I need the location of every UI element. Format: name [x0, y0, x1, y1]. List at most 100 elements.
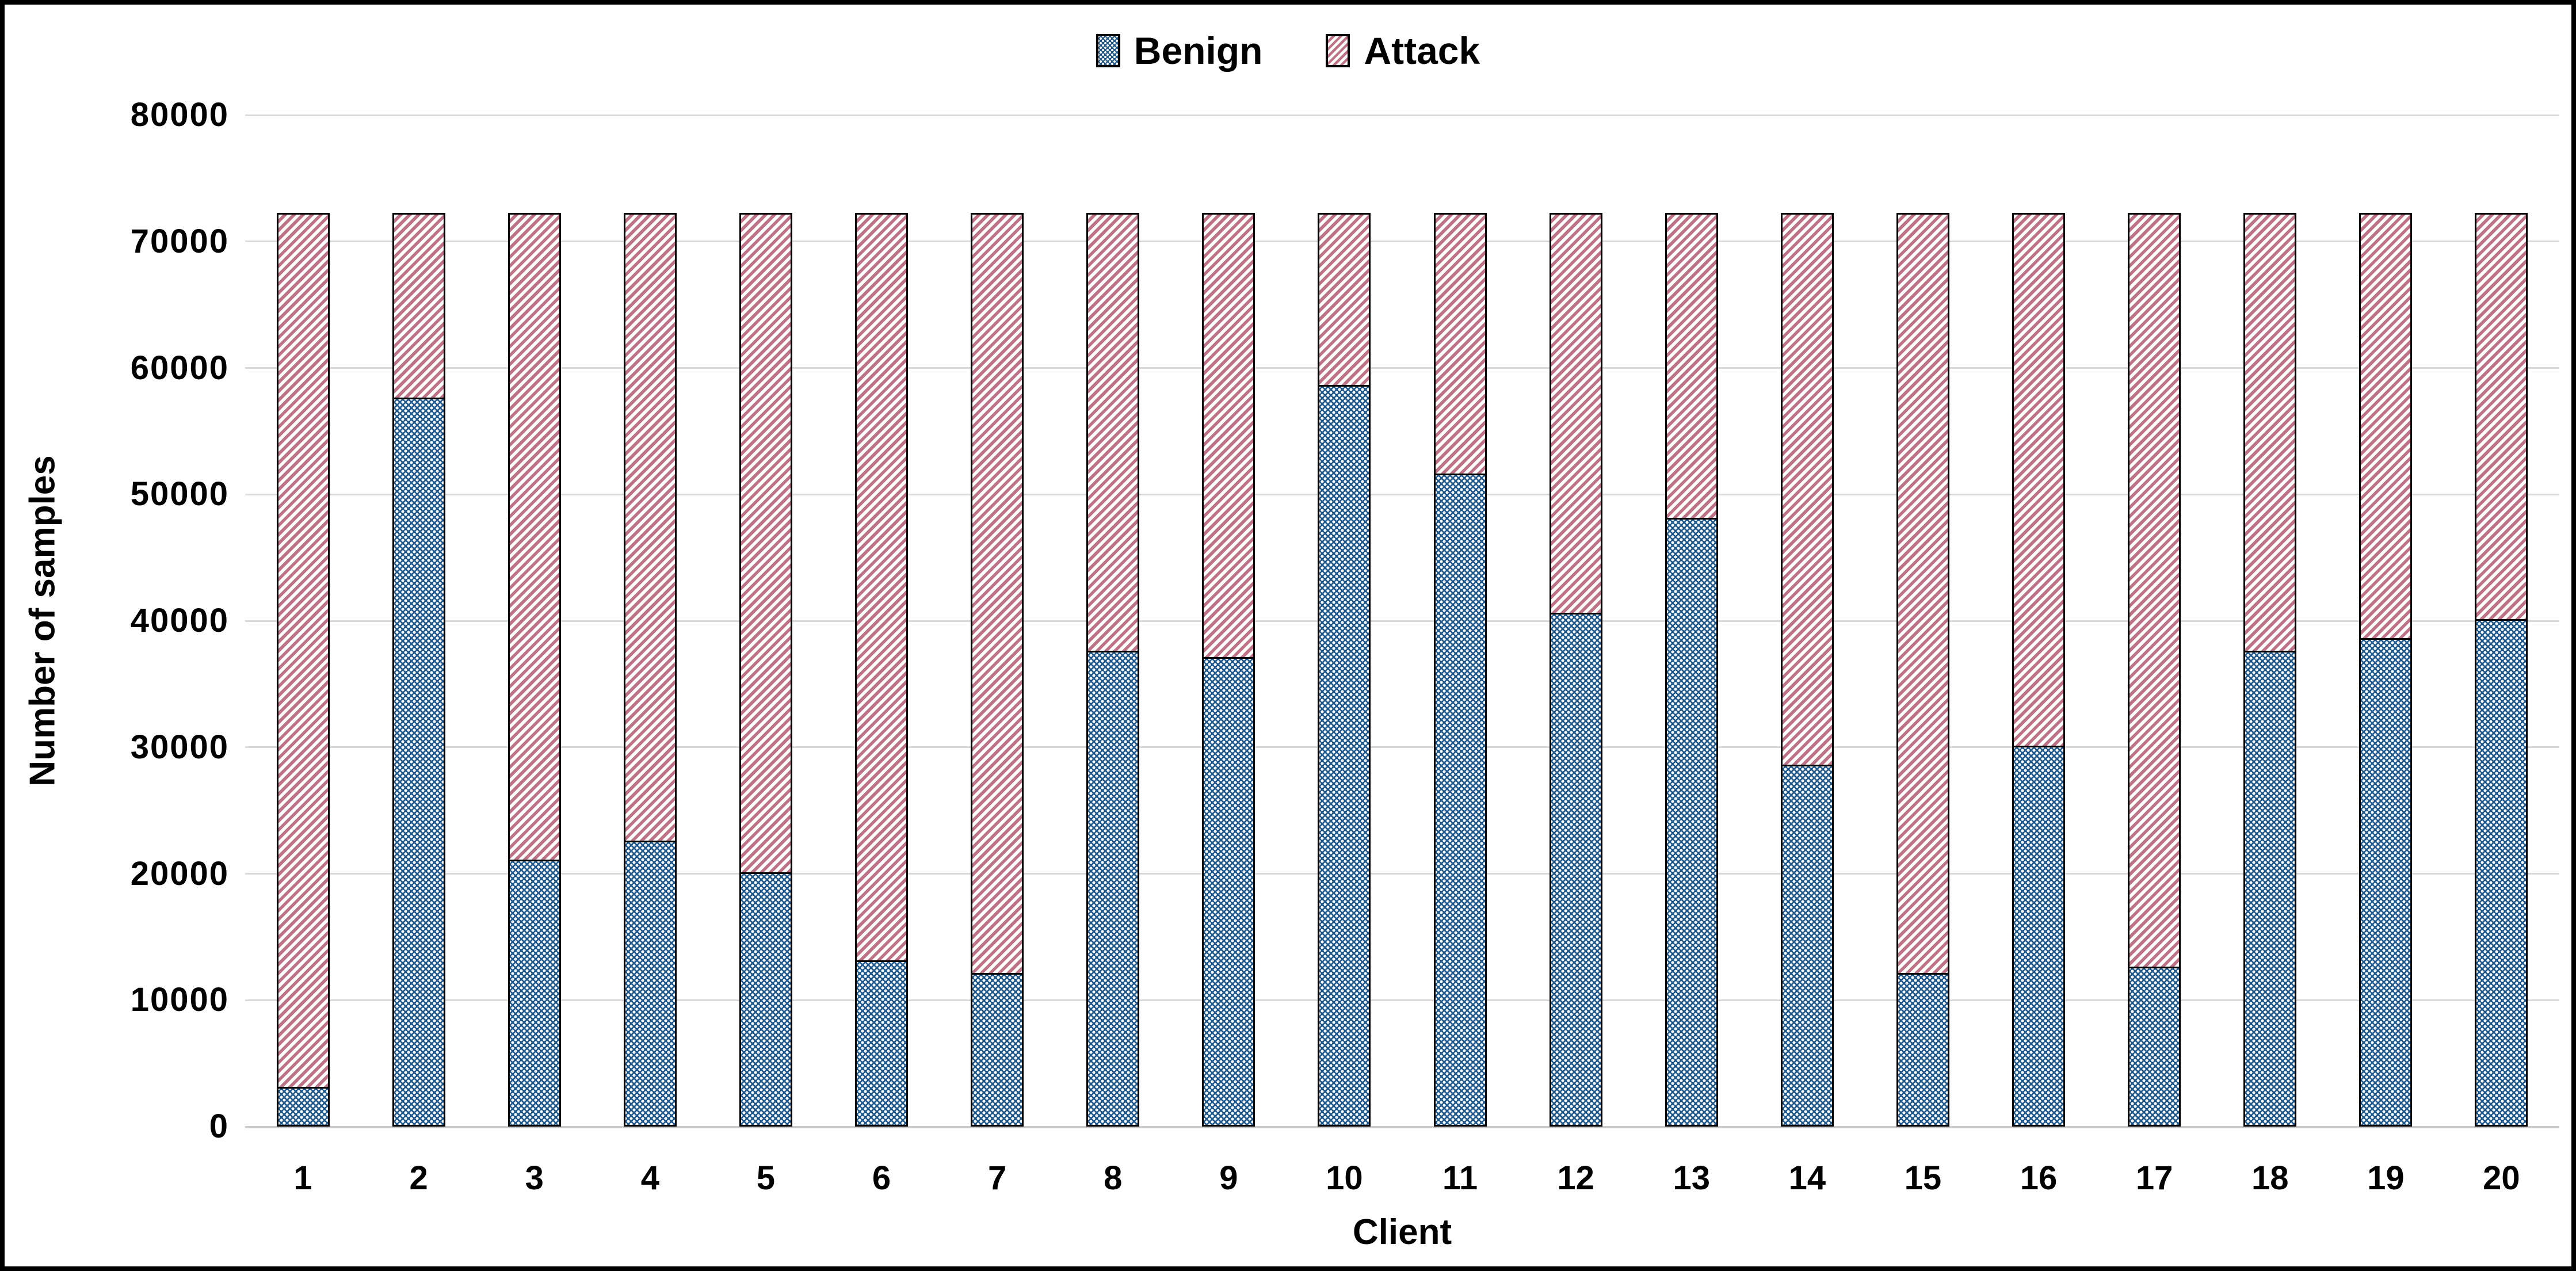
bar-client-9 — [1202, 212, 1255, 1127]
y-tick-label-20000: 20000 — [130, 854, 229, 892]
x-axis-title: Client — [1352, 1212, 1452, 1252]
attack-segment-client-12 — [1551, 214, 1601, 613]
benign-segment-client-2 — [394, 398, 444, 1125]
bar-client-10 — [1318, 212, 1371, 1127]
benign-segment-client-18 — [2245, 650, 2295, 1125]
plot-area — [245, 114, 2559, 1128]
benign-segment-client-14 — [1782, 764, 1832, 1125]
attack-segment-client-13 — [1666, 214, 1716, 518]
bar-client-3 — [507, 212, 561, 1127]
y-axis-title: Number of samples — [22, 455, 63, 787]
attack-segment-client-7 — [972, 214, 1022, 974]
legend: Benign Attack — [5, 29, 2571, 72]
x-tick-label-16: 16 — [2020, 1159, 2058, 1197]
legend-item-attack: Attack — [1326, 29, 1480, 72]
y-tick-label-30000: 30000 — [130, 728, 229, 766]
attack-segment-client-8 — [1088, 214, 1138, 651]
x-tick-label-18: 18 — [2251, 1159, 2289, 1197]
attack-segment-client-14 — [1782, 214, 1832, 765]
x-tick-label-5: 5 — [756, 1159, 776, 1197]
gridline-60000 — [245, 367, 2559, 369]
benign-segment-client-20 — [2476, 619, 2527, 1125]
x-tick-label-8: 8 — [1104, 1159, 1123, 1197]
attack-pattern-swatch-icon — [1326, 34, 1350, 67]
x-tick-label-10: 10 — [1326, 1159, 1363, 1197]
gridline-50000 — [245, 493, 2559, 495]
bar-client-15 — [1896, 212, 1949, 1127]
bar-client-2 — [392, 212, 445, 1127]
attack-segment-client-1 — [278, 214, 328, 1087]
x-tick-label-2: 2 — [409, 1159, 428, 1197]
benign-pattern-swatch-icon — [1096, 34, 1120, 67]
bar-client-12 — [1549, 212, 1602, 1127]
x-tick-label-15: 15 — [1904, 1159, 1942, 1197]
benign-segment-client-4 — [625, 840, 675, 1125]
benign-segment-client-6 — [857, 960, 907, 1125]
benign-segment-client-16 — [2014, 745, 2064, 1125]
benign-segment-client-8 — [1088, 650, 1138, 1125]
benign-segment-client-19 — [2361, 638, 2411, 1125]
attack-segment-client-5 — [741, 214, 791, 872]
attack-segment-client-16 — [2014, 214, 2064, 746]
attack-segment-client-11 — [1435, 214, 1485, 474]
benign-segment-client-15 — [1898, 973, 1948, 1125]
attack-segment-client-6 — [857, 214, 907, 961]
bar-client-14 — [1780, 212, 1834, 1127]
x-tick-label-20: 20 — [2483, 1159, 2520, 1197]
gridline-40000 — [245, 620, 2559, 622]
x-tick-label-4: 4 — [640, 1159, 659, 1197]
y-tick-label-80000: 80000 — [130, 96, 229, 133]
x-tick-label-11: 11 — [1442, 1159, 1478, 1197]
y-tick-label-10000: 10000 — [130, 981, 229, 1019]
benign-segment-client-10 — [1319, 385, 1369, 1125]
bar-client-6 — [855, 212, 909, 1127]
x-tick-label-17: 17 — [2135, 1159, 2173, 1197]
legend-item-benign: Benign — [1096, 29, 1263, 72]
bar-client-17 — [2128, 212, 2181, 1127]
y-tick-label-40000: 40000 — [130, 602, 229, 639]
y-tick-label-50000: 50000 — [130, 475, 229, 513]
attack-segment-client-20 — [2476, 214, 2527, 619]
attack-segment-client-9 — [1204, 214, 1254, 657]
attack-segment-client-10 — [1319, 214, 1369, 386]
bar-client-1 — [276, 212, 330, 1127]
y-tick-label-70000: 70000 — [130, 222, 229, 260]
x-tick-label-9: 9 — [1219, 1159, 1238, 1197]
x-tick-label-6: 6 — [872, 1159, 891, 1197]
x-tick-label-3: 3 — [525, 1159, 544, 1197]
bar-client-19 — [2359, 212, 2413, 1127]
attack-segment-client-3 — [509, 214, 559, 860]
bar-client-13 — [1665, 212, 1718, 1127]
attack-segment-client-15 — [1898, 214, 1948, 974]
benign-segment-client-7 — [972, 973, 1022, 1125]
bar-client-20 — [2475, 212, 2528, 1127]
bar-client-11 — [1433, 212, 1487, 1127]
x-tick-label-12: 12 — [1557, 1159, 1594, 1197]
bar-client-16 — [2012, 212, 2066, 1127]
bar-client-5 — [739, 212, 792, 1127]
benign-segment-client-9 — [1204, 657, 1254, 1125]
attack-segment-client-2 — [394, 214, 444, 398]
x-tick-label-7: 7 — [988, 1159, 1007, 1197]
benign-segment-client-5 — [741, 872, 791, 1125]
x-tick-label-19: 19 — [2367, 1159, 2405, 1197]
bar-client-8 — [1086, 212, 1140, 1127]
bar-client-18 — [2243, 212, 2297, 1127]
bar-client-7 — [971, 212, 1024, 1127]
gridline-10000 — [245, 999, 2559, 1001]
x-tick-label-13: 13 — [1673, 1159, 1710, 1197]
attack-segment-client-17 — [2130, 214, 2180, 967]
y-tick-label-0: 0 — [209, 1108, 229, 1145]
attack-segment-client-19 — [2361, 214, 2411, 638]
attack-segment-client-4 — [625, 214, 675, 841]
gridline-20000 — [245, 873, 2559, 875]
attack-segment-client-18 — [2245, 214, 2295, 651]
gridline-80000 — [245, 114, 2559, 116]
benign-segment-client-12 — [1551, 613, 1601, 1125]
benign-segment-client-1 — [278, 1087, 328, 1125]
y-tick-label-60000: 60000 — [130, 349, 229, 387]
benign-segment-client-11 — [1435, 474, 1485, 1125]
gridline-30000 — [245, 746, 2559, 749]
legend-label-benign: Benign — [1134, 29, 1263, 72]
